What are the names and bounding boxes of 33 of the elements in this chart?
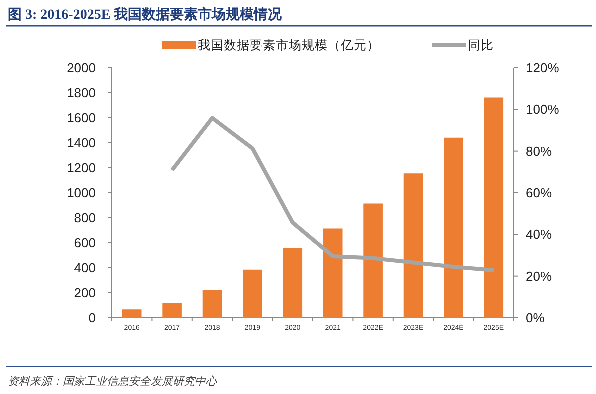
y2-tick-label: 100% xyxy=(526,102,560,118)
y-tick-label: 1000 xyxy=(67,186,96,200)
y-tick-label: 2000 xyxy=(67,60,96,76)
y-tick-label: 600 xyxy=(74,236,96,250)
bar xyxy=(444,138,464,318)
y-tick-label: 0 xyxy=(88,310,96,326)
legend-label: 同比 xyxy=(468,38,494,52)
y-tick-label: 1800 xyxy=(67,86,96,100)
bar xyxy=(484,98,504,318)
y-tick-label: 200 xyxy=(74,286,96,300)
y-tick-label: 1400 xyxy=(67,136,96,150)
legend-label: 我国数据要素市场规模（亿元） xyxy=(198,38,380,52)
y-tick-label: 800 xyxy=(74,210,96,226)
y2-tick-label: 60% xyxy=(526,186,552,200)
line-series xyxy=(170,116,496,272)
y-tick-label: 1200 xyxy=(67,160,96,176)
y2-tick-label: 40% xyxy=(526,227,552,242)
y2-tick-label: 0% xyxy=(526,310,546,326)
y2-tick-label: 120% xyxy=(526,60,560,76)
bar xyxy=(283,248,303,318)
y-tick-label: 1600 xyxy=(67,110,96,126)
bar xyxy=(202,290,222,318)
bar xyxy=(243,270,262,318)
y2-tick-label: 80% xyxy=(526,144,552,159)
y2-tick-label: 20% xyxy=(526,268,552,284)
chart-title: 图 3: 2016-2025E 我国数据要素市场规模情况 xyxy=(8,6,284,23)
bar xyxy=(323,228,343,318)
bar xyxy=(122,310,142,318)
bar xyxy=(404,174,424,318)
y-tick-label: 400 xyxy=(74,260,96,276)
text: 资料来源：国家工业信息安全发展研究中心 xyxy=(8,375,218,388)
bar xyxy=(364,204,383,318)
bar xyxy=(162,303,182,318)
